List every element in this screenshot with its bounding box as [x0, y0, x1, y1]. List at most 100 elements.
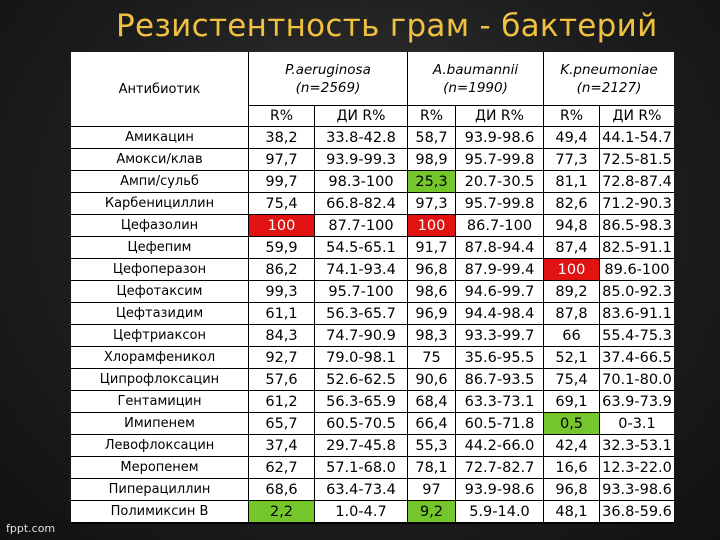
antibiotic-name: Левофлоксацин: [71, 435, 248, 456]
resistance-value: 65,7: [249, 413, 314, 434]
antibiotic-name: Имипенем: [71, 413, 248, 434]
resistance-value: 91,7: [408, 237, 455, 258]
antibiotic-name: Ципрофлоксацин: [71, 369, 248, 390]
confidence-interval: 87.7-100: [315, 215, 407, 236]
confidence-interval: 54.5-65.1: [315, 237, 407, 258]
confidence-interval: 44.2-66.0: [456, 435, 543, 456]
organism-header: P.aeruginosa (n=2569): [249, 52, 407, 105]
confidence-interval: 56.3-65.7: [315, 303, 407, 324]
confidence-interval: 56.3-65.9: [315, 391, 407, 412]
confidence-interval: 79.0-98.1: [315, 347, 407, 368]
resistance-value: 25,3: [408, 171, 455, 192]
resistance-value: 42,4: [544, 435, 599, 456]
resistance-value: 82,6: [544, 193, 599, 214]
organism-name: K.pneumoniae: [560, 61, 658, 78]
confidence-interval: 35.6-95.5: [456, 347, 543, 368]
organism-sample-size: (n=1990): [443, 79, 508, 96]
resistance-value: 97: [408, 479, 455, 500]
resistance-value: 100: [249, 215, 314, 236]
resistance-value: 98,3: [408, 325, 455, 346]
resistance-value: 66,4: [408, 413, 455, 434]
resistance-table: Антибиотик P.aeruginosa (n=2569) A.baumanni…: [71, 52, 674, 524]
column-subheader: R%: [544, 106, 599, 126]
confidence-interval: 72.7-82.7: [456, 457, 543, 478]
confidence-interval: 87.8-94.4: [456, 237, 543, 258]
confidence-interval: 93.3-98.6: [600, 479, 674, 500]
resistance-value: 66: [544, 325, 599, 346]
resistance-value: 94,8: [544, 215, 599, 236]
resistance-value: 98,6: [408, 281, 455, 302]
confidence-interval: 95.7-99.8: [456, 149, 543, 170]
resistance-value: 78,1: [408, 457, 455, 478]
antibiotic-name: Гентамицин: [71, 391, 248, 412]
resistance-value: 75,4: [544, 369, 599, 390]
confidence-interval: 12.3-22.0: [600, 457, 674, 478]
confidence-interval: 60.5-70.5: [315, 413, 407, 434]
confidence-interval: 94.6-99.7: [456, 281, 543, 302]
confidence-interval: 52.6-62.5: [315, 369, 407, 390]
slide-title: Резистентность грам - бактерий: [116, 8, 658, 44]
confidence-interval: 87.9-99.4: [456, 259, 543, 280]
confidence-interval: 71.2-90.3: [600, 193, 674, 214]
resistance-value: 99,3: [249, 281, 314, 302]
confidence-interval: 66.8-82.4: [315, 193, 407, 214]
organism-name: P.aeruginosa: [285, 61, 371, 78]
confidence-interval: 82.5-91.1: [600, 237, 674, 258]
confidence-interval: 57.1-68.0: [315, 457, 407, 478]
resistance-value: 16,6: [544, 457, 599, 478]
resistance-value: 97,3: [408, 193, 455, 214]
confidence-interval: 74.7-90.9: [315, 325, 407, 346]
organism-header: A.baumannii (n=1990): [408, 52, 543, 105]
confidence-interval: 33.8-42.8: [315, 127, 407, 148]
confidence-interval: 63.4-73.4: [315, 479, 407, 500]
confidence-interval: 98.3-100: [315, 171, 407, 192]
resistance-value: 86,2: [249, 259, 314, 280]
confidence-interval: 55.4-75.3: [600, 325, 674, 346]
resistance-value: 100: [544, 259, 599, 280]
resistance-value: 84,3: [249, 325, 314, 346]
confidence-interval: 95.7-100: [315, 281, 407, 302]
confidence-interval: 93.9-98.6: [456, 127, 543, 148]
resistance-value: 68,6: [249, 479, 314, 500]
antibiotic-name: Цефоперазон: [71, 259, 248, 280]
confidence-interval: 86.7-93.5: [456, 369, 543, 390]
confidence-interval: 94.4-98.4: [456, 303, 543, 324]
resistance-value: 2,2: [249, 501, 314, 522]
confidence-interval: 63.3-73.1: [456, 391, 543, 412]
confidence-interval: 89.6-100: [600, 259, 674, 280]
resistance-value: 37,4: [249, 435, 314, 456]
resistance-value: 75: [408, 347, 455, 368]
confidence-interval: 74.1-93.4: [315, 259, 407, 280]
antibiotic-name: Ампи/сульб: [71, 171, 248, 192]
antibiotic-name: Пиперациллин: [71, 479, 248, 500]
resistance-value: 89,2: [544, 281, 599, 302]
antibiotic-name: Полимиксин В: [71, 501, 248, 522]
resistance-value: 96,8: [408, 259, 455, 280]
confidence-interval: 1.0-4.7: [315, 501, 407, 522]
antibiotic-name: Цефтриаксон: [71, 325, 248, 346]
antibiotic-name: Хлорамфеникол: [71, 347, 248, 368]
resistance-value: 97,7: [249, 149, 314, 170]
resistance-value: 69,1: [544, 391, 599, 412]
footer-watermark: fppt.com: [6, 522, 56, 535]
confidence-interval: 86.7-100: [456, 215, 543, 236]
resistance-value: 52,1: [544, 347, 599, 368]
resistance-value: 96,9: [408, 303, 455, 324]
resistance-value: 68,4: [408, 391, 455, 412]
resistance-value: 87,4: [544, 237, 599, 258]
column-subheader: ДИ R%: [315, 106, 407, 126]
resistance-value: 58,7: [408, 127, 455, 148]
antibiotic-name: Цефтазидим: [71, 303, 248, 324]
confidence-interval: 93.9-99.3: [315, 149, 407, 170]
resistance-value: 57,6: [249, 369, 314, 390]
resistance-value: 61,1: [249, 303, 314, 324]
resistance-value: 59,9: [249, 237, 314, 258]
organism-sample-size: (n=2569): [295, 79, 361, 96]
resistance-value: 99,7: [249, 171, 314, 192]
resistance-value: 92,7: [249, 347, 314, 368]
resistance-value: 75,4: [249, 193, 314, 214]
resistance-value: 87,8: [544, 303, 599, 324]
antibiotic-name: Карбенициллин: [71, 193, 248, 214]
confidence-interval: 72.5-81.5: [600, 149, 674, 170]
antibiotic-name: Амокси/клав: [71, 149, 248, 170]
